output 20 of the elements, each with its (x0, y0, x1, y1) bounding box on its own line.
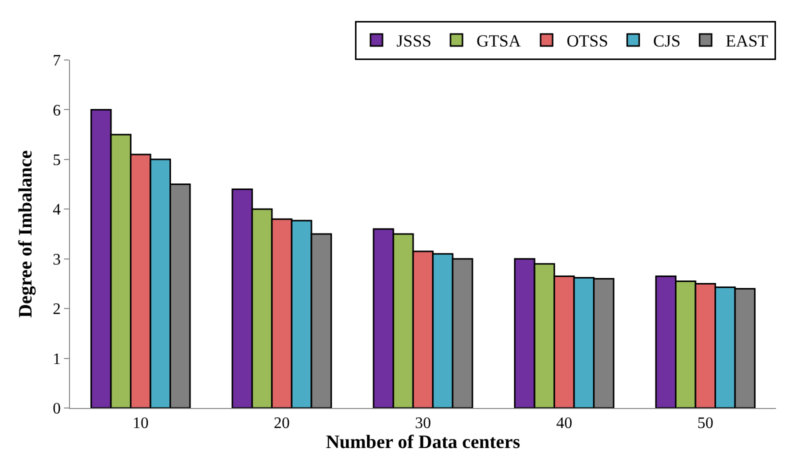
y-tick-label: 3 (52, 251, 61, 268)
x-tick-label: 50 (697, 415, 714, 432)
y-axis-title: Degree of Imbalance (16, 150, 37, 318)
x-tick-label: 30 (415, 415, 431, 432)
y-tick-label: 0 (52, 400, 61, 418)
x-axis-title: Number of Data centers (326, 432, 520, 454)
legend-label: OTSS (566, 32, 608, 51)
legend-label: JSSS (396, 32, 432, 51)
y-tick-label: 5 (52, 152, 61, 170)
legend-label: GTSA (476, 32, 522, 51)
x-tick-label: 20 (274, 415, 290, 432)
legend-label: CJS (653, 32, 681, 51)
x-tick-label: 40 (556, 415, 572, 432)
y-tick-label: 6 (52, 102, 61, 120)
y-tick-label: 7 (52, 52, 61, 70)
y-tick-label: 4 (52, 202, 61, 219)
legend-label: EAST (726, 32, 769, 51)
y-tick-label: 2 (52, 301, 61, 318)
y-tick-label: 1 (52, 350, 61, 368)
x-tick-label: 10 (132, 415, 149, 432)
